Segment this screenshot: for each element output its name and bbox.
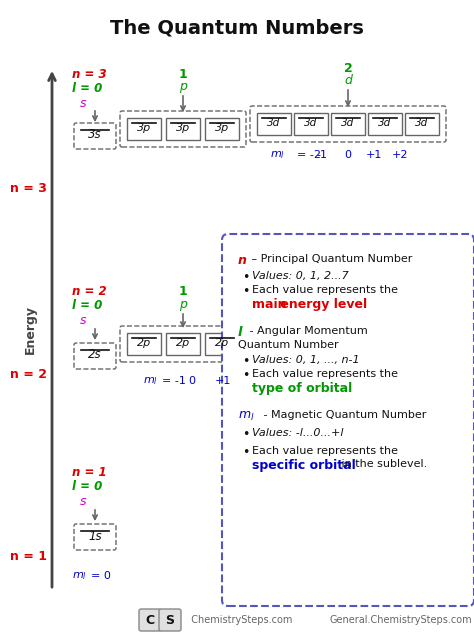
Text: $m_l$: $m_l$ <box>238 410 255 423</box>
Text: n = 3: n = 3 <box>72 68 107 81</box>
Text: General.ChemistrySteps.com: General.ChemistrySteps.com <box>330 615 473 625</box>
Text: Values: 0, 1, ..., n-1: Values: 0, 1, ..., n-1 <box>252 355 360 365</box>
Text: = -2: = -2 <box>297 150 321 160</box>
FancyBboxPatch shape <box>120 111 246 147</box>
FancyBboxPatch shape <box>368 113 402 135</box>
Text: •: • <box>242 285 249 298</box>
Text: specific orbital: specific orbital <box>252 459 356 472</box>
Text: S: S <box>165 613 174 626</box>
Text: type of orbital: type of orbital <box>252 382 352 395</box>
FancyBboxPatch shape <box>294 113 328 135</box>
Text: l = 0: l = 0 <box>72 299 102 312</box>
Text: p: p <box>179 298 187 311</box>
FancyBboxPatch shape <box>159 609 181 631</box>
Text: - Magnetic Quantum Number: - Magnetic Quantum Number <box>260 410 427 420</box>
Text: 2p: 2p <box>176 338 190 348</box>
Text: d: d <box>344 74 352 87</box>
Text: - Angular Momentum: - Angular Momentum <box>246 326 368 336</box>
Text: – Principal Quantum Number: – Principal Quantum Number <box>248 254 412 264</box>
FancyBboxPatch shape <box>74 123 116 149</box>
Text: n = 3: n = 3 <box>10 181 47 194</box>
Text: •: • <box>242 355 249 368</box>
Text: Each value represents the: Each value represents the <box>252 285 398 295</box>
Text: l: l <box>238 326 243 339</box>
Text: C: C <box>146 613 155 626</box>
Text: 3d: 3d <box>304 118 318 128</box>
Text: $m_l$: $m_l$ <box>72 570 87 582</box>
Text: 3d: 3d <box>267 118 281 128</box>
Text: 0: 0 <box>189 376 195 386</box>
Text: Values: -l...0...+l: Values: -l...0...+l <box>252 428 344 438</box>
Text: n: n <box>238 254 247 267</box>
Text: 2: 2 <box>344 62 352 75</box>
Text: 3p: 3p <box>215 123 229 133</box>
FancyBboxPatch shape <box>166 333 200 355</box>
FancyBboxPatch shape <box>222 234 474 606</box>
Text: Energy: Energy <box>24 306 36 354</box>
Text: 3d: 3d <box>378 118 392 128</box>
Text: +1: +1 <box>215 376 231 386</box>
Text: 2p: 2p <box>215 338 229 348</box>
Text: l = 0: l = 0 <box>72 82 102 95</box>
Text: p: p <box>179 80 187 93</box>
FancyBboxPatch shape <box>331 113 365 135</box>
Text: 2p: 2p <box>137 338 151 348</box>
Text: •: • <box>242 428 249 441</box>
Text: 0: 0 <box>345 150 352 160</box>
Text: s: s <box>80 97 86 110</box>
Text: 1: 1 <box>179 68 187 81</box>
FancyBboxPatch shape <box>139 609 161 631</box>
Text: main: main <box>252 298 286 311</box>
Text: -1: -1 <box>317 150 328 160</box>
Text: 3d: 3d <box>341 118 355 128</box>
Text: n = 2: n = 2 <box>72 285 107 298</box>
Text: •: • <box>242 446 249 459</box>
FancyBboxPatch shape <box>205 118 239 140</box>
FancyBboxPatch shape <box>405 113 439 135</box>
Text: s: s <box>80 314 86 327</box>
Text: $m_l$: $m_l$ <box>270 149 285 161</box>
Text: = 0: = 0 <box>91 571 111 581</box>
Text: 1: 1 <box>179 285 187 298</box>
FancyBboxPatch shape <box>74 343 116 369</box>
Text: The Quantum Numbers: The Quantum Numbers <box>110 18 364 37</box>
Text: in the sublevel.: in the sublevel. <box>338 459 427 469</box>
Text: Quantum Number: Quantum Number <box>238 340 338 350</box>
Text: energy level: energy level <box>276 298 367 311</box>
Text: +2: +2 <box>392 150 408 160</box>
Text: 2s: 2s <box>88 349 102 362</box>
Text: Each value represents the: Each value represents the <box>252 369 398 379</box>
Text: ChemistrySteps.com: ChemistrySteps.com <box>185 615 292 625</box>
Text: n = 1: n = 1 <box>72 466 107 479</box>
FancyBboxPatch shape <box>205 333 239 355</box>
FancyBboxPatch shape <box>166 118 200 140</box>
Text: +1: +1 <box>366 150 382 160</box>
Text: = -1: = -1 <box>162 376 186 386</box>
Text: 3p: 3p <box>137 123 151 133</box>
FancyBboxPatch shape <box>120 326 246 362</box>
FancyBboxPatch shape <box>127 118 161 140</box>
FancyBboxPatch shape <box>127 333 161 355</box>
FancyBboxPatch shape <box>250 106 446 142</box>
Text: 3s: 3s <box>88 128 102 142</box>
Text: 1s: 1s <box>88 529 102 542</box>
Text: Values: 0, 1, 2...7: Values: 0, 1, 2...7 <box>252 271 349 281</box>
FancyBboxPatch shape <box>257 113 291 135</box>
Text: l = 0: l = 0 <box>72 480 102 493</box>
Text: 3p: 3p <box>176 123 190 133</box>
Text: •: • <box>242 369 249 382</box>
Text: n = 2: n = 2 <box>10 369 47 381</box>
Text: s: s <box>80 495 86 508</box>
FancyBboxPatch shape <box>74 524 116 550</box>
Text: •: • <box>242 271 249 284</box>
Text: 3d: 3d <box>415 118 428 128</box>
Text: Each value represents the: Each value represents the <box>252 446 398 456</box>
Text: $m_l$: $m_l$ <box>143 375 158 387</box>
Text: n = 1: n = 1 <box>10 549 47 563</box>
